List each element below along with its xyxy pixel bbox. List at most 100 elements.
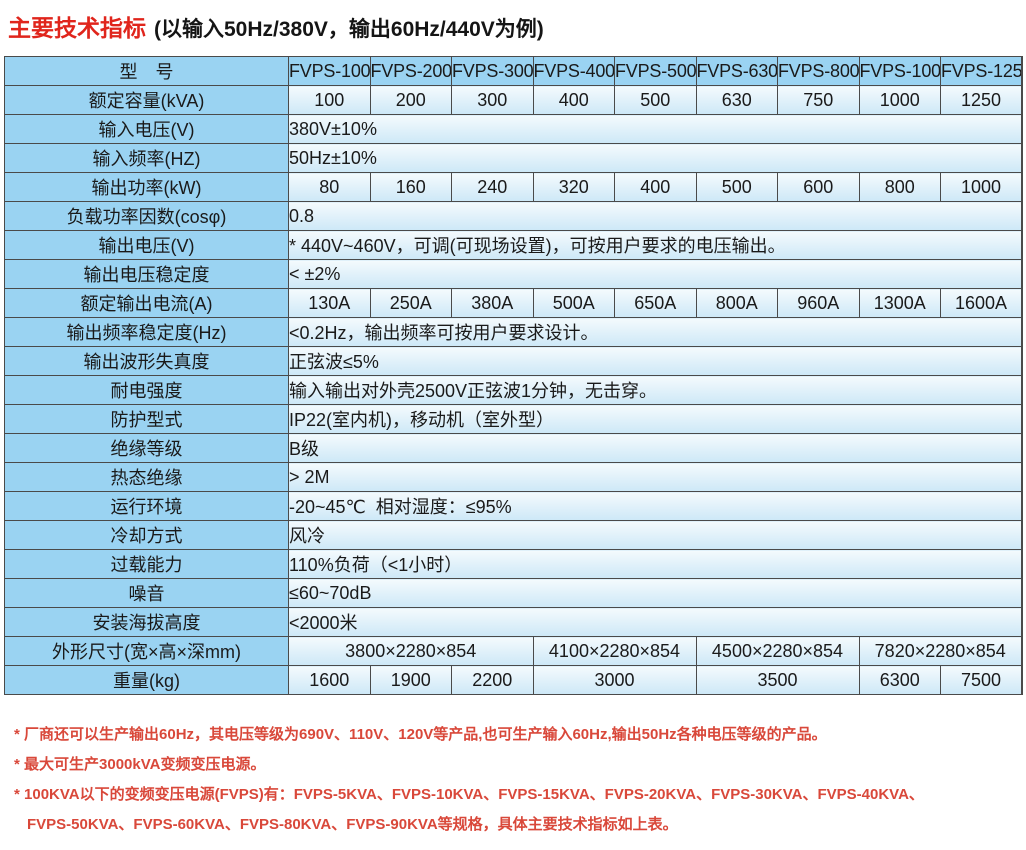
page-title: 主要技术指标 (以输入50Hz/380V，输出60Hz/440V为例) (8, 9, 1026, 43)
value-cell: 1600 (288, 665, 371, 695)
value-cell: <2000米 (288, 607, 1023, 637)
value-cell: 250A (369, 288, 452, 318)
value-cell: 630 (695, 85, 778, 115)
row-label: 输出电压(V) (4, 230, 289, 260)
table-row: 输出功率(kW) 80 160 240 320 400 500 600 800 1000 (4, 172, 1023, 202)
value-cell: * 440V~460V，可调(可现场设置)，可按用户要求的电压输出。 (288, 230, 1023, 260)
value-cell: IP22(室内机)，移动机（室外型） (288, 404, 1023, 434)
row-label: 重量(kg) (4, 665, 289, 695)
page-title-sub: (以输入50Hz/380V，输出60Hz/440V为例) (154, 18, 544, 41)
table-row: 输出频率稳定度(Hz) <0.2Hz，输出频率可按用户要求设计。 (4, 317, 1023, 347)
value-cell: 800A (695, 288, 778, 318)
model-header-cell: FVPS-400 (532, 56, 615, 86)
footnote-line: * 厂商还可以生产输出60Hz，其电压等级为690V、110V、120V等产品,… (14, 726, 827, 743)
value-cell: 300 (451, 85, 534, 115)
table-row: 输入电压(V) 380V±10% (4, 114, 1023, 144)
value-cell: 500A (532, 288, 615, 318)
row-label: 运行环境 (4, 491, 289, 521)
table-row: 运行环境 -20~45℃ 相对湿度：≤95% (4, 491, 1023, 521)
row-label: 防护型式 (4, 404, 289, 434)
row-label: 输入电压(V) (4, 114, 289, 144)
table-row: 热态绝缘 > 2M (4, 462, 1023, 492)
row-label: 额定容量(kVA) (4, 85, 289, 115)
table-row: 外形尺寸(宽×高×深mm) 3800×2280×854 4100×2280×854 4… (4, 636, 1023, 666)
value-cell: 6300 (858, 665, 941, 695)
row-label: 负载功率因数(cosφ) (4, 201, 289, 231)
value-cell: < ±2% (288, 259, 1023, 289)
value-cell: 4500×2280×854 (695, 636, 860, 666)
value-cell: 0.8 (288, 201, 1023, 231)
value-cell: 1300A (858, 288, 941, 318)
value-cell: 1600A (940, 288, 1023, 318)
value-cell: 240 (451, 172, 534, 202)
value-cell: 2200 (451, 665, 534, 695)
value-cell: 200 (369, 85, 452, 115)
value-cell: 650A (614, 288, 697, 318)
footnote-line: FVPS-50KVA、FVPS-60KVA、FVPS-80KVA、FVPS-90… (27, 816, 678, 833)
value-cell: 50Hz±10% (288, 143, 1023, 173)
table-row-models: 型 号 FVPS-100 FVPS-200 FVPS-300 FVPS-400 FVPS-… (4, 56, 1023, 86)
row-label: 输出功率(kW) (4, 172, 289, 202)
table-row: 耐电强度 输入输出对外壳2500V正弦波1分钟，无击穿。 (4, 375, 1023, 405)
value-cell: 100 (288, 85, 371, 115)
value-cell: 输入输出对外壳2500V正弦波1分钟，无击穿。 (288, 375, 1023, 405)
table-row: 输出电压(V) * 440V~460V，可调(可现场设置)，可按用户要求的电压输出… (4, 230, 1023, 260)
footnote-line: * 100KVA以下的变频变压电源(FVPS)有：FVPS-5KVA、FVPS-… (14, 786, 924, 803)
value-cell: 800 (858, 172, 941, 202)
row-label: 噪音 (4, 578, 289, 608)
row-label: 安装海拔高度 (4, 607, 289, 637)
value-cell: -20~45℃ 相对湿度：≤95% (288, 491, 1023, 521)
table-row: 过载能力 110%负荷（<1小时） (4, 549, 1023, 579)
model-header-cell: FVPS-100 (288, 56, 371, 86)
row-label: 耐电强度 (4, 375, 289, 405)
row-label: 输出电压稳定度 (4, 259, 289, 289)
table-row: 绝缘等级 B级 (4, 433, 1023, 463)
value-cell: 1000 (940, 172, 1023, 202)
table-row: 防护型式 IP22(室内机)，移动机（室外型） (4, 404, 1023, 434)
row-label: 热态绝缘 (4, 462, 289, 492)
value-cell: 500 (695, 172, 778, 202)
spec-table: 型 号 FVPS-100 FVPS-200 FVPS-300 FVPS-400 FVPS-… (4, 56, 1023, 695)
value-cell: 130A (288, 288, 371, 318)
row-label: 输出波形失真度 (4, 346, 289, 376)
value-cell: 3500 (695, 665, 860, 695)
value-cell: 4100×2280×854 (532, 636, 697, 666)
row-label: 额定输出电流(A) (4, 288, 289, 318)
table-row: 额定输出电流(A) 130A 250A 380A 500A 650A 800A 960A 130… (4, 288, 1023, 318)
model-header-cell: FVPS-800 (777, 56, 860, 86)
value-cell: 380A (451, 288, 534, 318)
table-row: 输出电压稳定度 < ±2% (4, 259, 1023, 289)
value-cell: 正弦波≤5% (288, 346, 1023, 376)
row-label: 输出频率稳定度(Hz) (4, 317, 289, 347)
value-cell: 风冷 (288, 520, 1023, 550)
value-cell: > 2M (288, 462, 1023, 492)
row-label: 外形尺寸(宽×高×深mm) (4, 636, 289, 666)
value-cell: 1900 (369, 665, 452, 695)
model-header-cell: FVPS-200 (369, 56, 452, 86)
table-row: 冷却方式 风冷 (4, 520, 1023, 550)
footnote-line: * 最大可生产3000kVA变频变压电源。 (14, 756, 266, 773)
spec-table-body: 型 号 FVPS-100 FVPS-200 FVPS-300 FVPS-400 FVPS-… (4, 56, 1023, 695)
model-header-cell: FVPS-1000 (858, 56, 941, 86)
model-header-cell: FVPS-630 (695, 56, 778, 86)
value-cell: B级 (288, 433, 1023, 463)
row-label-model: 型 号 (4, 56, 289, 86)
value-cell: 500 (614, 85, 697, 115)
value-cell: 3800×2280×854 (288, 636, 534, 666)
footnotes: * 厂商还可以生产输出60Hz，其电压等级为690V、110V、120V等产品,… (0, 723, 1026, 834)
value-cell: 7820×2280×854 (858, 636, 1023, 666)
table-row: 输入频率(HZ) 50Hz±10% (4, 143, 1023, 173)
table-row: 输出波形失真度 正弦波≤5% (4, 346, 1023, 376)
row-label: 冷却方式 (4, 520, 289, 550)
model-header-cell: FVPS-1250 (940, 56, 1023, 86)
page-title-main: 主要技术指标 (8, 15, 146, 41)
table-row: 安装海拔高度 <2000米 (4, 607, 1023, 637)
value-cell: 1250 (940, 85, 1023, 115)
value-cell: ≤60~70dB (288, 578, 1023, 608)
value-cell: 160 (369, 172, 452, 202)
value-cell: 960A (777, 288, 860, 318)
model-header-cell: FVPS-500 (614, 56, 697, 86)
row-label: 过载能力 (4, 549, 289, 579)
value-cell: 750 (777, 85, 860, 115)
value-cell: 380V±10% (288, 114, 1023, 144)
